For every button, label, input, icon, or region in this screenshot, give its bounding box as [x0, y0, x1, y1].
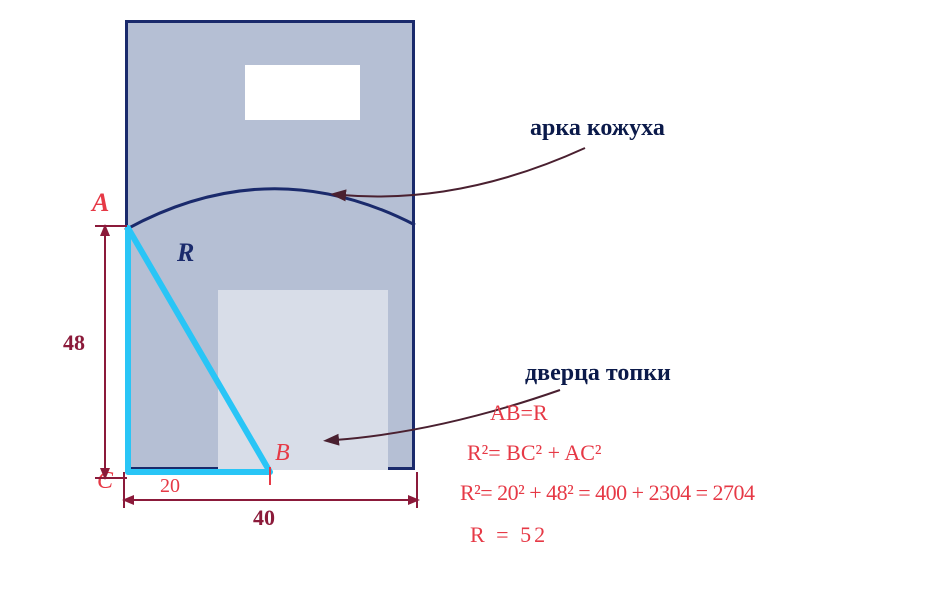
math-line-1: AB=R	[490, 400, 548, 426]
callout-dverca-arrow	[0, 0, 700, 500]
math-line-2: R²= BC² + AC²	[467, 440, 601, 466]
math-line-3: R²= 20² + 48² = 400 + 2304 = 2704	[460, 480, 755, 506]
dimension-40-value: 40	[253, 505, 275, 531]
math-line-4: R = 52	[470, 522, 548, 548]
